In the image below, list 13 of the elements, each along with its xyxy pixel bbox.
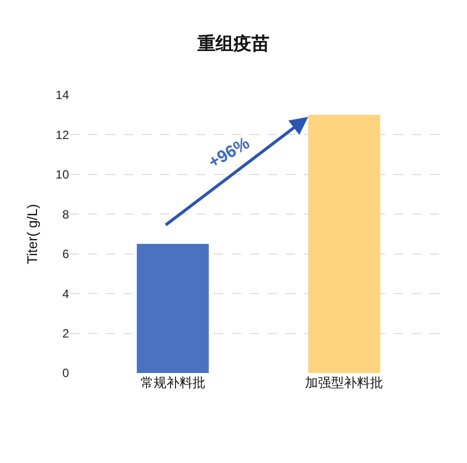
y-tick-label: 0 (62, 366, 70, 380)
chart-title: 重组疫苗 (196, 34, 270, 54)
x-tick-label: 常规补料批 (140, 375, 206, 390)
y-tick-label: 6 (62, 247, 70, 262)
y-tick-label: 2 (62, 326, 70, 340)
annotation: +96% (205, 133, 253, 172)
y-tick-label: 12 (56, 128, 70, 142)
y-axis-title: Titer( g/L) (24, 204, 40, 264)
y-tick-label: 10 (56, 168, 70, 182)
y-tick-label: 4 (62, 286, 70, 301)
y-tick-label: 14 (56, 88, 70, 102)
y-tick-label: 8 (62, 207, 70, 222)
x-tick-label: 加强型补料批 (305, 375, 384, 390)
